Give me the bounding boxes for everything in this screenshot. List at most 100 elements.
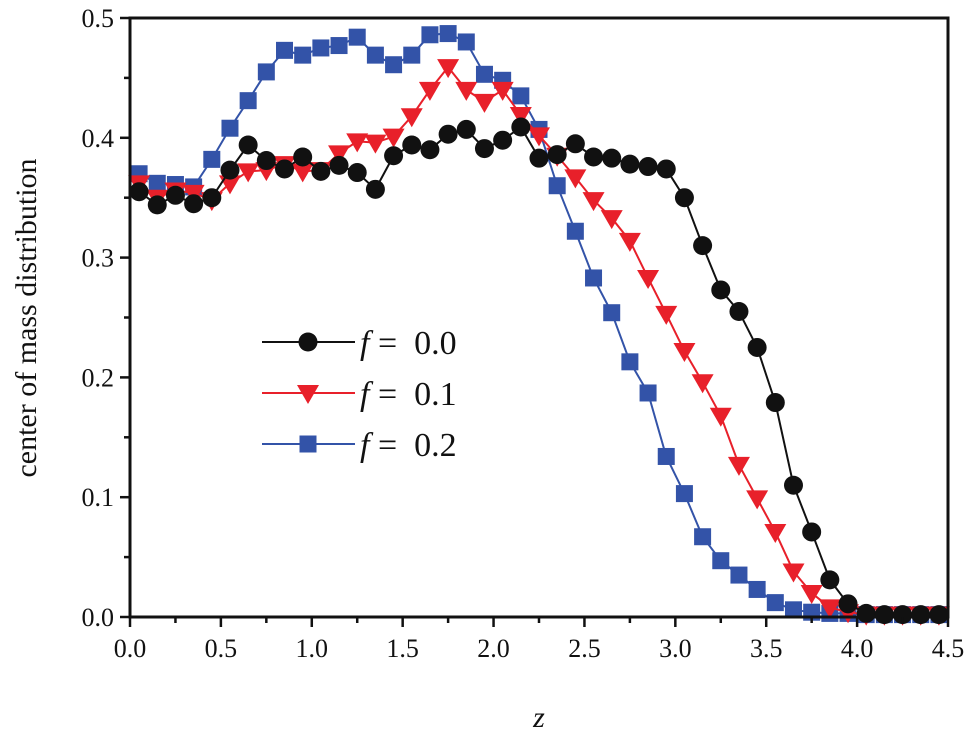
legend: f = 0.0 f = 0.1 f = 0.2 — [262, 325, 457, 464]
data-point — [603, 304, 621, 322]
data-point — [529, 148, 549, 168]
data-point — [657, 447, 675, 465]
data-point — [475, 65, 493, 83]
data-point — [366, 46, 384, 64]
data-point — [384, 146, 404, 166]
data-point — [129, 182, 149, 202]
y-tick-label: 0.5 — [82, 4, 115, 33]
data-point — [385, 56, 403, 74]
x-tick-label: 3.5 — [750, 634, 783, 663]
series-circle — [129, 117, 949, 625]
data-point — [838, 594, 858, 614]
data-point — [765, 393, 785, 413]
data-point — [818, 599, 841, 619]
data-point — [203, 150, 221, 168]
data-point — [237, 163, 260, 183]
data-point — [747, 337, 767, 357]
data-point — [348, 28, 366, 46]
data-point — [673, 343, 696, 363]
data-point — [456, 119, 476, 139]
legend-label-value: = 0.1 — [369, 376, 456, 413]
data-point — [221, 119, 239, 137]
data-point — [294, 46, 312, 64]
data-point — [709, 407, 732, 427]
x-tick-label: 0.5 — [205, 634, 238, 663]
legend-label: f = 0.1 — [360, 376, 457, 413]
data-point — [457, 33, 475, 51]
legend-marker — [298, 332, 318, 352]
data-point — [764, 523, 787, 543]
data-point — [675, 485, 693, 503]
x-tick-label: 4.5 — [932, 634, 965, 663]
x-axis-title: z — [532, 701, 545, 734]
data-point — [329, 155, 349, 175]
y-tick-label: 0.2 — [82, 363, 115, 392]
data-point — [800, 585, 823, 605]
data-point — [784, 601, 802, 619]
x-tick-label: 3.0 — [659, 634, 692, 663]
data-point — [403, 46, 421, 64]
data-point — [148, 174, 166, 192]
data-point — [712, 552, 730, 570]
data-point — [746, 490, 769, 510]
data-point — [766, 594, 784, 612]
data-point — [711, 280, 731, 300]
legend-label: f = 0.2 — [360, 427, 457, 464]
data-point — [493, 130, 513, 150]
data-point — [402, 135, 422, 155]
data-point — [291, 163, 314, 183]
legend-marker — [297, 385, 319, 404]
data-point — [184, 194, 204, 214]
legend-label-value: = 0.0 — [369, 325, 456, 362]
y-tick-label: 0.3 — [82, 244, 115, 273]
data-point — [585, 269, 603, 287]
data-point — [474, 139, 494, 159]
data-point — [602, 148, 622, 168]
x-tick-label: 4.0 — [841, 634, 874, 663]
data-point — [220, 160, 240, 180]
data-point — [455, 81, 478, 101]
data-point — [783, 475, 803, 495]
data-point — [437, 59, 460, 79]
data-point — [547, 145, 567, 165]
data-point — [874, 605, 894, 625]
x-tick-label: 0.0 — [114, 634, 147, 663]
data-point — [276, 41, 294, 59]
data-point — [600, 210, 623, 230]
data-point — [637, 269, 660, 289]
x-tick-label: 2.5 — [568, 634, 601, 663]
data-point — [656, 159, 676, 179]
data-point — [856, 603, 876, 623]
data-point — [311, 161, 331, 181]
data-point — [655, 305, 678, 325]
data-point — [202, 188, 222, 208]
legend-item: f = 0.2 — [262, 427, 457, 464]
data-point — [564, 169, 587, 189]
data-point — [382, 128, 405, 148]
data-point — [911, 605, 931, 625]
data-point — [421, 26, 439, 44]
ticks-layer: 0.0 0.5 1.0 1.5 2.0 2.5 3.0 3.5 4.0 4.5 0.0 0.1 0.2 0… — [82, 4, 965, 663]
data-point — [782, 563, 805, 583]
y-tick-label: 0.0 — [82, 603, 115, 632]
legend-item: f = 0.0 — [262, 325, 457, 362]
data-point — [748, 580, 766, 598]
legend-item: f = 0.1 — [262, 376, 457, 413]
data-point — [509, 107, 532, 127]
data-point — [147, 195, 167, 215]
series-layer — [128, 25, 950, 626]
data-point — [729, 302, 749, 322]
data-point — [257, 63, 275, 81]
data-point — [275, 159, 295, 179]
data-point — [638, 157, 658, 177]
legend-label: f = 0.0 — [360, 325, 457, 362]
data-point — [620, 154, 640, 174]
data-point — [893, 605, 913, 625]
data-point — [420, 140, 440, 160]
data-point — [584, 147, 604, 167]
legend-label-value: = 0.2 — [369, 427, 456, 464]
data-point — [439, 25, 457, 43]
data-point — [328, 145, 351, 165]
data-point — [346, 133, 369, 153]
